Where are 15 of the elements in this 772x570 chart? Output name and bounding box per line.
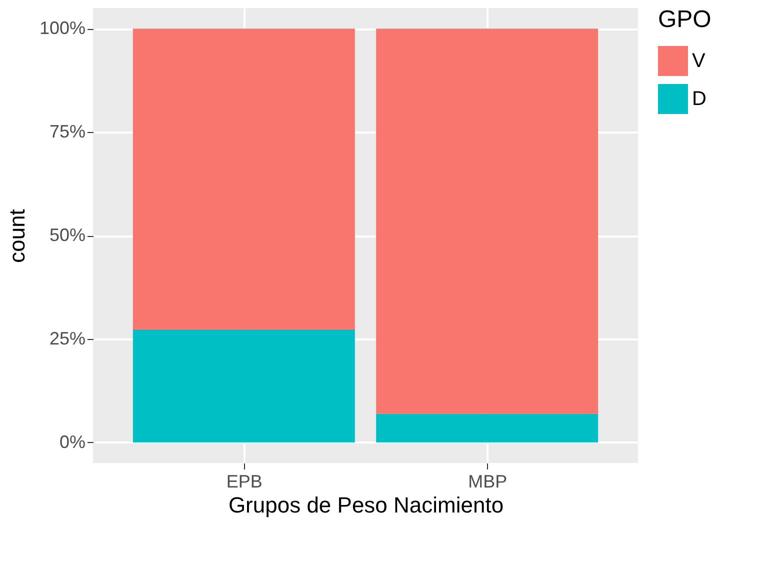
y-tick-label: 100% [39,18,86,38]
y-axis-title: count [4,209,30,263]
y-tick-label: 75% [49,122,86,142]
bar [132,329,355,442]
legend-label: D [692,88,706,110]
x-tick-label: EPB [226,472,262,492]
legend-title: GPO [658,6,712,33]
legend-label: V [692,50,706,72]
y-tick-label: 0% [59,432,86,452]
y-tick-label: 50% [49,225,86,245]
x-axis-title: Grupos de Peso Nacimiento [228,492,504,518]
x-tick-label: MBP [468,472,508,492]
bar [376,414,598,442]
y-tick-label: 25% [49,328,86,348]
bar [132,28,355,330]
